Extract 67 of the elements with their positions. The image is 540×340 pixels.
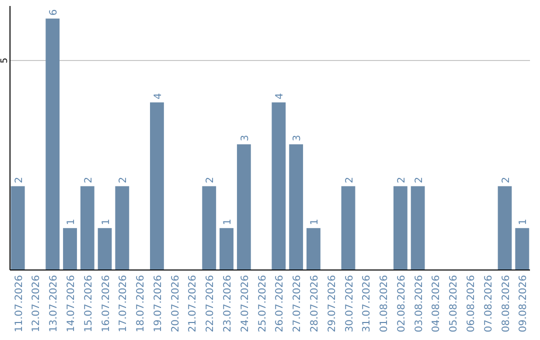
data-label: 3 xyxy=(240,134,251,142)
bar xyxy=(80,186,94,270)
data-label: 6 xyxy=(48,9,60,16)
x-tick-label: 09.08.2026 xyxy=(518,275,530,332)
x-tick-label: 17.07.2026 xyxy=(118,275,130,332)
bar xyxy=(115,186,130,270)
x-tick-label: 15.07.2026 xyxy=(83,275,94,332)
x-tick-label: 24.07.2026 xyxy=(240,275,251,332)
x-tick-label: 06.08.2026 xyxy=(466,275,477,332)
data-label: 2 xyxy=(205,176,216,184)
x-tick-label: 23.07.2026 xyxy=(222,275,234,332)
bar xyxy=(10,186,25,270)
x-tick-label: 31.07.2026 xyxy=(362,275,373,332)
data-label: 2 xyxy=(414,176,425,184)
x-tick-label: 29.07.2026 xyxy=(326,275,338,332)
x-tick-label: 21.07.2026 xyxy=(188,275,199,332)
data-label: 4 xyxy=(274,93,286,100)
data-label: 2 xyxy=(500,176,512,184)
bar xyxy=(410,186,425,270)
x-tick-label: 03.08.2026 xyxy=(414,275,425,332)
x-tick-label: 28.07.2026 xyxy=(309,275,320,332)
bar xyxy=(98,228,112,270)
x-tick-label: 14.07.2026 xyxy=(66,275,77,332)
bar xyxy=(150,102,164,270)
x-tick-label: 19.07.2026 xyxy=(152,275,164,332)
data-label: 1 xyxy=(100,218,112,226)
bar xyxy=(63,228,77,270)
x-tick-label: 16.07.2026 xyxy=(100,275,112,332)
data-label: 2 xyxy=(118,176,130,184)
x-tick-label: 27.07.2026 xyxy=(292,275,304,332)
data-label: 2 xyxy=(83,176,94,184)
x-tick-label: 07.08.2026 xyxy=(483,275,494,332)
data-label: 2 xyxy=(344,176,356,184)
x-tick-label: 11.07.2026 xyxy=(14,275,25,332)
x-tick-label: 12.07.2026 xyxy=(31,275,42,332)
x-tick-label: 26.07.2026 xyxy=(274,275,286,332)
x-tick-label: 04.08.2026 xyxy=(431,275,442,332)
bar xyxy=(306,228,320,270)
bar xyxy=(46,18,60,270)
y-tick-label: 5 xyxy=(0,58,10,64)
bar xyxy=(498,186,512,270)
data-label: 4 xyxy=(152,93,164,100)
x-tick-label: 18.07.2026 xyxy=(136,275,147,332)
x-tick-label: 02.08.2026 xyxy=(396,275,408,332)
data-label: 2 xyxy=(14,176,25,184)
data-label: 2 xyxy=(396,176,408,184)
x-tick-label: 01.08.2026 xyxy=(379,275,390,332)
data-label: 1 xyxy=(66,218,77,226)
bar xyxy=(236,144,251,270)
x-tick-label: 22.07.2026 xyxy=(205,275,216,332)
bar xyxy=(393,186,408,270)
bar xyxy=(341,186,356,270)
data-label: 1 xyxy=(309,218,320,226)
data-label: 1 xyxy=(518,218,530,226)
bar xyxy=(515,228,530,270)
x-tick-label: 13.07.2026 xyxy=(48,275,60,332)
bar xyxy=(202,186,216,270)
data-label: 3 xyxy=(292,134,304,142)
x-tick-label: 05.08.2026 xyxy=(448,275,460,332)
x-tick-label: 08.08.2026 xyxy=(500,275,512,332)
bar xyxy=(289,144,304,270)
x-tick-label: 25.07.2026 xyxy=(257,275,268,332)
bar xyxy=(272,102,286,270)
data-label: 1 xyxy=(222,218,234,226)
x-tick-label: 30.07.2026 xyxy=(344,275,356,332)
bar xyxy=(220,228,234,270)
x-tick-label: 20.07.2026 xyxy=(170,275,182,332)
